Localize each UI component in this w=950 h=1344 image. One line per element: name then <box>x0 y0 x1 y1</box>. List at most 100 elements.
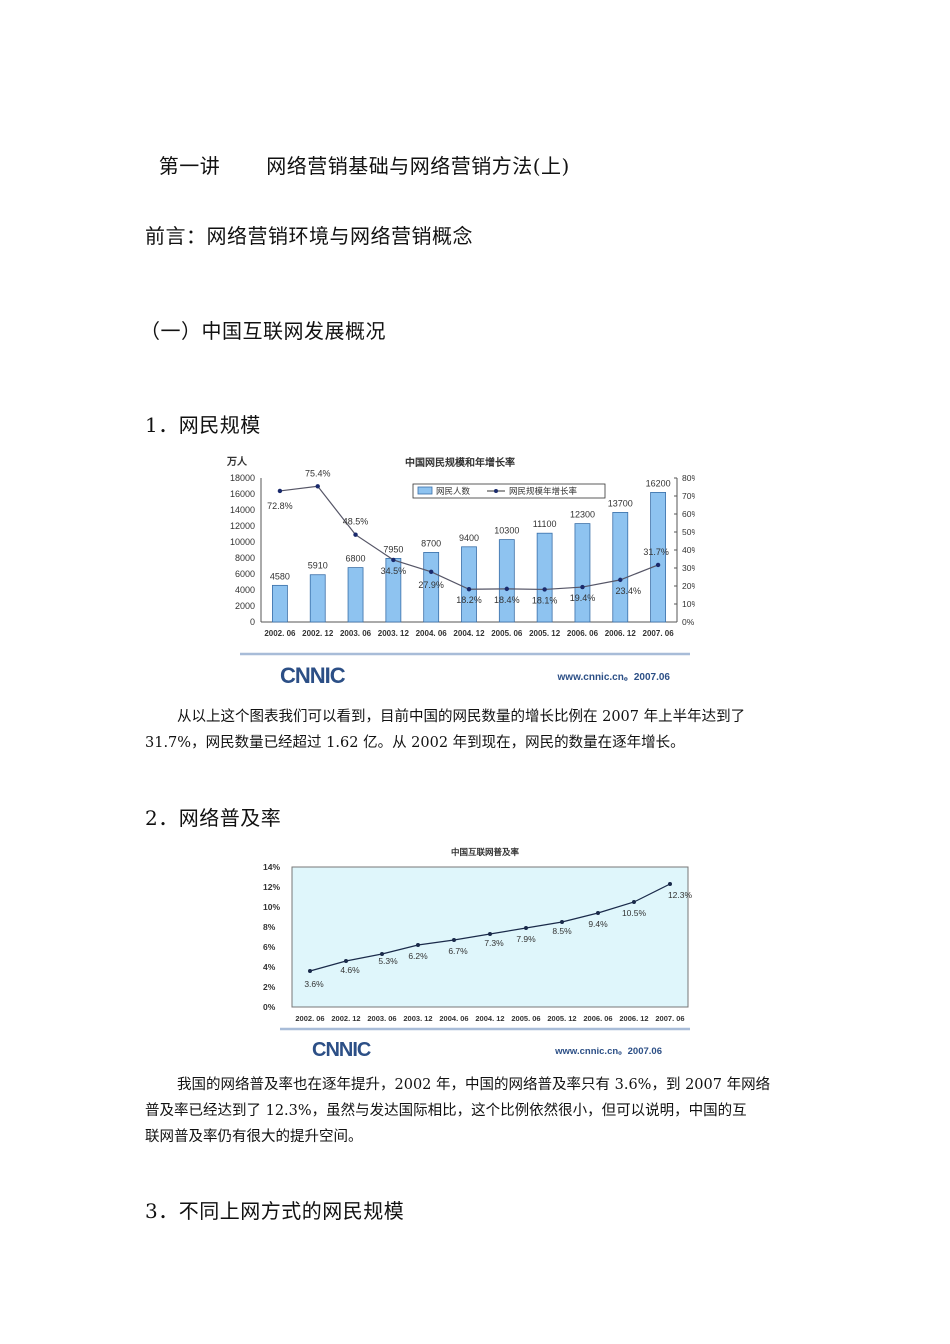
x-tick: 2002. 12 <box>331 1014 360 1023</box>
y-tick: 8% <box>263 922 276 932</box>
line-point <box>542 587 547 592</box>
y2-tick: 80% <box>682 473 695 483</box>
line-label: 6.7% <box>448 946 468 956</box>
bar <box>536 532 553 623</box>
y-tick: 2% <box>263 982 276 992</box>
line-label: 7.3% <box>484 938 504 948</box>
bar <box>309 574 326 623</box>
line-label: 72.8% <box>267 501 293 511</box>
y-tick: 16000 <box>230 489 255 499</box>
netizen-scale-chart-svg: 中国网民规模和年增长率 万人 0 2000 4000 6000 8000 10000 12000… <box>226 455 699 688</box>
para2-line3: 联网普及率仍有很大的提升空间。 <box>145 1129 363 1145</box>
x-tick: 2003. 12 <box>403 1014 432 1023</box>
para1-line1: 从以上这个图表我们可以看到，目前中国的网民数量的增长比例在 2007 年上半年达… <box>177 709 746 725</box>
y-tick: 6000 <box>235 569 255 579</box>
y-tick: 2000 <box>235 601 255 611</box>
bar <box>498 539 515 623</box>
lecture-number: 第一讲 <box>158 154 221 178</box>
line-point <box>655 562 661 568</box>
line-label: 31.7% <box>643 547 669 557</box>
bar <box>574 523 591 623</box>
bar-label: 11100 <box>533 519 557 529</box>
line-point <box>315 484 320 489</box>
x-tick: 2004. 12 <box>453 629 485 638</box>
para2-line1: 我国的网络普及率也在逐年提升，2002 年，中国的网络普及率只有 3.6%，到 … <box>177 1077 771 1093</box>
document-title: 第一讲 网络营销基础与网络营销方法(上) <box>145 126 570 179</box>
bar-label: 7950 <box>383 544 403 554</box>
line-point <box>668 882 672 886</box>
line-label: 18.4% <box>494 595 520 605</box>
line-point <box>632 900 636 904</box>
y-tick: 0 <box>250 617 255 627</box>
y-tick: 4% <box>263 962 276 972</box>
y-tick: 10000 <box>230 537 255 547</box>
line-label: 18.1% <box>532 595 558 605</box>
line-point <box>416 943 420 947</box>
bar <box>612 512 629 623</box>
bar-label: 10300 <box>494 526 519 536</box>
para1-line2: 31.7%，网民数量已经超过 1.62 亿。从 2002 年到现在，网民的数量在… <box>145 735 685 751</box>
bar-label: 13700 <box>608 498 633 508</box>
line-label: 19.4% <box>570 593 596 603</box>
paragraph-netizen-scale: 从以上这个图表我们可以看到，目前中国的网民数量的增长比例在 2007 年上半年达… <box>145 704 813 756</box>
x-tick: 2007. 06 <box>655 1014 684 1023</box>
line-label: 8.5% <box>552 926 572 936</box>
x-tick: 2003. 06 <box>340 629 372 638</box>
x-tick: 2004. 12 <box>475 1014 504 1023</box>
line-point <box>596 911 600 915</box>
chart-title: 中国互联网普及率 <box>451 847 520 857</box>
y-tick: 12000 <box>230 521 255 531</box>
plot-area <box>291 866 689 1008</box>
y-tick: 10% <box>263 902 280 912</box>
paragraph-penetration: 我国的网络普及率也在逐年提升，2002 年，中国的网络普及率只有 3.6%，到 … <box>145 1072 813 1150</box>
y2-tick: 20% <box>682 581 695 591</box>
bar-label: 16200 <box>646 478 671 488</box>
line-point <box>391 557 396 563</box>
line-point <box>380 952 384 956</box>
line-point <box>428 569 434 574</box>
penetration-chart: 中国互联网普及率 0% 2% 4% 6% 8% 10% 12% 14% 2002. 06 2002.… <box>260 840 700 1061</box>
subheading-netizen-scale: 1．网民规模 <box>145 413 261 437</box>
y-tick: 6% <box>263 942 276 952</box>
netizen-scale-chart: 中国网民规模和年增长率 万人 0 2000 4000 6000 8000 10000 12000… <box>225 450 699 690</box>
line-point <box>524 926 528 930</box>
line-point <box>504 586 510 592</box>
section-heading: （一）中国互联网发展概况 <box>140 319 386 343</box>
subheading-access-methods: 3．不同上网方式的网民规模 <box>145 1199 405 1223</box>
cnnic-logo: CNNIC <box>312 1039 371 1060</box>
bar <box>272 584 288 623</box>
source-text: www.cnnic.cn。2007.06 <box>557 672 671 683</box>
x-tick: 2002. 06 <box>264 629 296 638</box>
x-tick: 2005. 06 <box>511 1014 540 1023</box>
x-tick: 2006. 12 <box>605 629 637 638</box>
line-label: 34.5% <box>381 566 407 576</box>
bar-label: 9400 <box>459 533 479 543</box>
x-tick: 2006. 06 <box>567 629 599 638</box>
y2-tick: 10% <box>682 599 695 609</box>
preface-heading: 前言：网络营销环境与网络营销概念 <box>145 224 473 248</box>
line-point <box>344 959 348 963</box>
line-point <box>277 488 283 494</box>
bar <box>461 546 477 623</box>
line-point <box>560 920 564 924</box>
x-tick: 2005. 12 <box>529 629 561 638</box>
svg-text:网民人数: 网民人数 <box>436 486 471 496</box>
line-label: 5.3% <box>378 956 398 966</box>
y2-tick: 70% <box>682 491 695 501</box>
line-label: 75.4% <box>305 468 331 478</box>
y-tick: 14% <box>263 862 280 872</box>
chart-title: 中国网民规模和年增长率 <box>405 456 515 469</box>
line-point <box>308 969 312 973</box>
y-tick: 8000 <box>235 553 255 563</box>
y-tick: 4000 <box>235 585 255 595</box>
subheading-penetration: 2．网络普及率 <box>145 806 282 830</box>
para2-line2: 普及率已经达到了 12.3%，虽然与发达国际相比，这个比例依然很小，但可以说明，… <box>145 1103 747 1119</box>
line-point <box>466 587 472 592</box>
x-tick: 2003. 06 <box>367 1014 396 1023</box>
y2-tick: 50% <box>682 527 695 537</box>
bar <box>650 492 666 623</box>
bar-label: 12300 <box>570 510 595 520</box>
x-tick: 2003. 12 <box>378 629 410 638</box>
source-text: www.cnnic.cn。2007.06 <box>554 1046 662 1057</box>
x-tick: 2007. 06 <box>643 629 675 638</box>
